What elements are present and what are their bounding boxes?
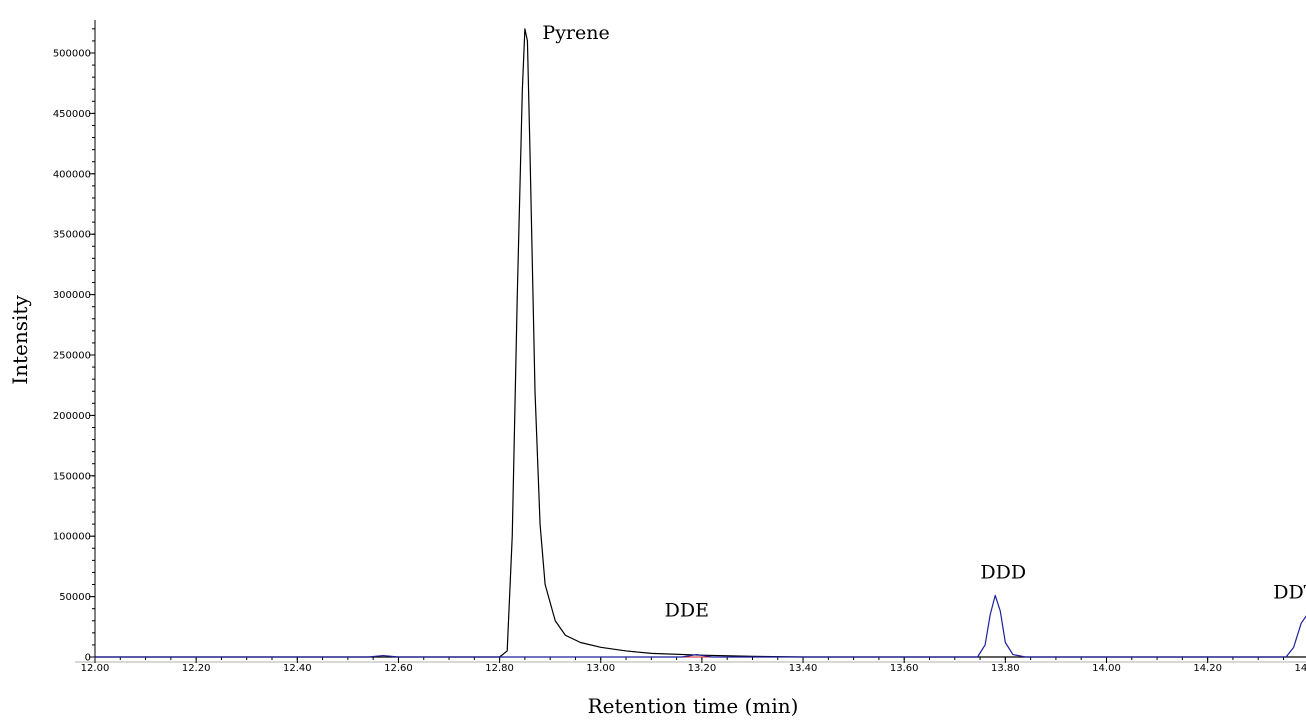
y-tick-label: 200000 <box>53 411 91 422</box>
y-tick-label: 150000 <box>53 471 91 482</box>
x-tick-label: 12.60 <box>384 663 413 674</box>
x-axis-title: Retention time (min) <box>588 694 799 718</box>
y-axis-title: Intensity <box>8 295 32 385</box>
x-tick-label: 14.00 <box>1092 663 1121 674</box>
x-tick-label: 12.40 <box>283 663 312 674</box>
plot-area <box>95 28 1306 658</box>
peak-label-pyrene: Pyrene <box>542 22 609 44</box>
peak-label-ddd: DDD <box>980 561 1026 583</box>
x-tick-label: 13.20 <box>688 663 717 674</box>
y-tick-label: 100000 <box>53 532 91 543</box>
x-tick-label: 14.20 <box>1193 663 1222 674</box>
y-tick-label: 450000 <box>53 109 91 120</box>
selected-ion-trace <box>95 594 1306 658</box>
x-tick-label: 12.80 <box>485 663 514 674</box>
peak-labels: Pyrene DDE DDD DDT <box>542 22 1306 622</box>
x-tick-label: 13.80 <box>991 663 1020 674</box>
x-tick-label: 13.00 <box>586 663 615 674</box>
x-tick-label: 14.40 <box>1294 663 1306 674</box>
y-tick-label: 0 <box>85 653 91 664</box>
y-tick-label: 300000 <box>53 290 91 301</box>
total-ion-trace <box>95 28 1306 658</box>
x-axis: 12.00 12.20 12.40 12.60 12.80 13.00 13.20 13.40… <box>75 656 1306 674</box>
x-tick-label: 12.20 <box>182 663 211 674</box>
x-tick-label: 12.00 <box>81 663 110 674</box>
x-tick-label: 13.60 <box>890 663 919 674</box>
peak-label-ddt: DDT <box>1273 581 1306 603</box>
y-tick-label: 500000 <box>53 49 91 60</box>
peak-label-dde: DDE <box>665 600 709 622</box>
y-axis: 0 50000 100000 150000 200000 250000 300000 3500… <box>53 20 96 664</box>
y-tick-label: 50000 <box>59 592 91 603</box>
y-tick-label: 350000 <box>53 230 91 241</box>
x-tick-label: 13.40 <box>789 663 818 674</box>
y-tick-label: 400000 <box>53 169 91 180</box>
y-tick-label: 250000 <box>53 351 91 362</box>
